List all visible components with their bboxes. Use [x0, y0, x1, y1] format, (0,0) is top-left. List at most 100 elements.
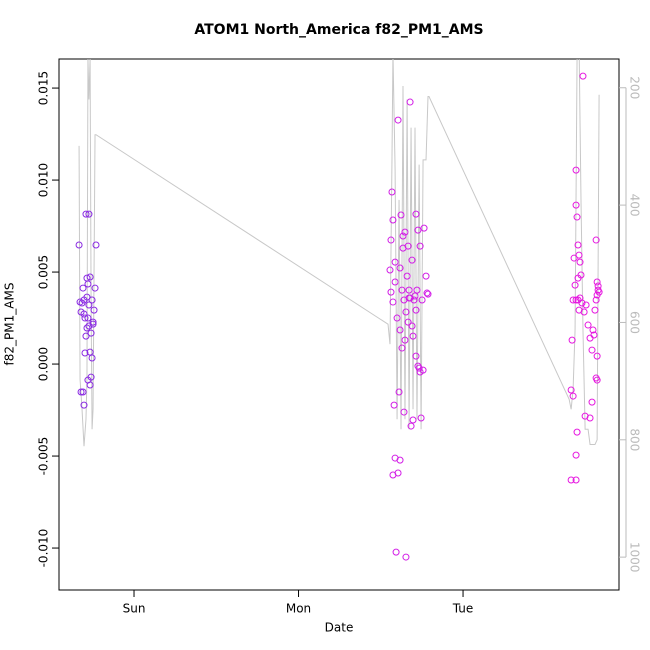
point — [395, 388, 403, 396]
point — [422, 272, 430, 280]
point — [85, 210, 93, 218]
point — [580, 308, 588, 316]
point — [402, 553, 410, 561]
point — [408, 322, 416, 330]
point — [79, 388, 87, 396]
point — [573, 213, 581, 221]
point — [390, 401, 398, 409]
point — [572, 201, 580, 209]
point — [81, 314, 89, 322]
point — [88, 296, 96, 304]
point — [392, 548, 400, 556]
point — [567, 476, 575, 484]
point — [408, 256, 416, 264]
point — [419, 366, 427, 374]
point — [400, 408, 408, 416]
point — [87, 373, 95, 381]
point — [75, 241, 83, 249]
point — [80, 401, 88, 409]
point — [83, 293, 91, 301]
point — [389, 298, 397, 306]
point — [89, 318, 97, 326]
point — [569, 392, 577, 400]
point — [572, 296, 580, 304]
point — [415, 364, 423, 372]
point — [402, 308, 410, 316]
point — [572, 451, 580, 459]
point — [589, 326, 597, 334]
point — [586, 334, 594, 342]
point — [405, 286, 413, 294]
y-tick-label: 0.015 — [37, 71, 51, 105]
x-tick-label: Tue — [452, 602, 474, 616]
point — [397, 211, 405, 219]
point — [576, 258, 584, 266]
point — [83, 324, 91, 332]
point — [91, 284, 99, 292]
point — [393, 314, 401, 322]
point — [391, 258, 399, 266]
point — [406, 98, 414, 106]
point — [423, 289, 431, 297]
point — [574, 274, 582, 282]
point — [403, 272, 411, 280]
point — [86, 381, 94, 389]
y-tick-label: -0.005 — [37, 437, 51, 476]
point — [79, 284, 87, 292]
point — [572, 166, 580, 174]
point — [420, 224, 428, 232]
point — [80, 310, 88, 318]
y2-tick-label: 400 — [628, 194, 642, 217]
point — [586, 414, 594, 422]
point — [398, 344, 406, 352]
point — [90, 306, 98, 314]
x-tick-label: Sun — [123, 602, 146, 616]
point — [579, 72, 587, 80]
y-tick-label: 0.010 — [37, 163, 51, 197]
point — [391, 278, 399, 286]
point — [394, 116, 402, 124]
point — [424, 290, 432, 298]
chart-title: ATOM1 North_America f82_PM1_AMS — [194, 22, 483, 38]
y-tick-label: 0.000 — [37, 347, 51, 381]
y-tick-label: -0.010 — [37, 529, 51, 568]
point — [412, 210, 420, 218]
point — [592, 296, 600, 304]
point — [409, 416, 417, 424]
y2-tick-label: 800 — [628, 428, 642, 451]
point — [572, 476, 580, 484]
point — [575, 251, 583, 259]
point — [389, 216, 397, 224]
point — [81, 349, 89, 357]
point — [412, 352, 420, 360]
point — [414, 226, 422, 234]
point — [84, 314, 92, 322]
point — [593, 376, 601, 384]
point — [416, 242, 424, 250]
point — [399, 232, 407, 240]
point — [401, 228, 409, 236]
y-tick-label: 0.005 — [37, 255, 51, 289]
point — [86, 273, 94, 281]
point — [590, 331, 598, 339]
point — [77, 388, 85, 396]
y2-tick-label: 200 — [628, 76, 642, 99]
point — [88, 354, 96, 362]
point — [396, 326, 404, 334]
point — [592, 236, 600, 244]
point — [584, 321, 592, 329]
point — [595, 288, 603, 296]
y2-tick-label: 600 — [628, 311, 642, 334]
point — [570, 254, 578, 262]
point — [404, 318, 412, 326]
point — [386, 266, 394, 274]
y-axis-label: f82_PM1_AMS — [3, 283, 17, 366]
point — [84, 280, 92, 288]
point — [571, 281, 579, 289]
point — [396, 456, 404, 464]
point — [398, 286, 406, 294]
x-tick-label: Mon — [286, 602, 311, 616]
y2-tick-label: 1000 — [628, 542, 642, 573]
point — [588, 398, 596, 406]
